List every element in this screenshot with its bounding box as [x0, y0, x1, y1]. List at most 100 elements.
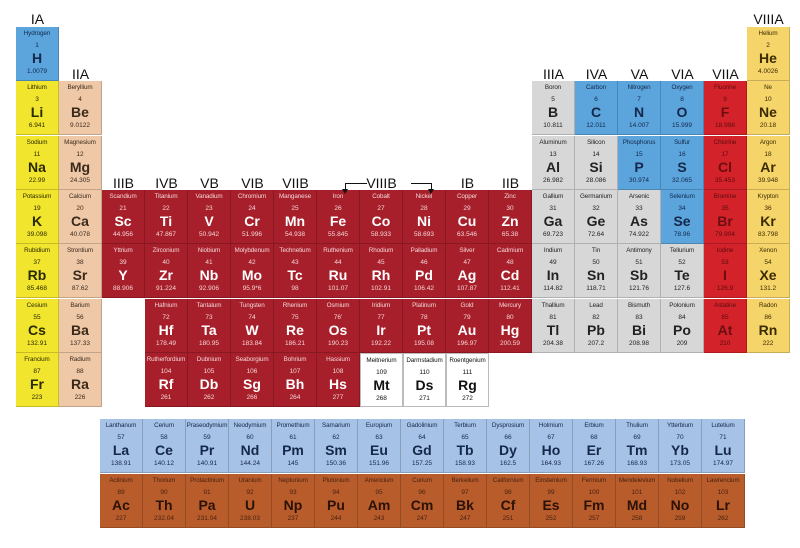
atomic-weight: 40.078	[70, 230, 90, 238]
atomic-weight: 138.91	[111, 460, 131, 467]
atomic-number: 26	[334, 204, 342, 212]
element-name: Plutonium	[322, 477, 350, 484]
element-cell: Hafnium 72 Hf 178.49	[145, 298, 188, 353]
atomic-number: 2	[766, 42, 770, 49]
element-cell: Lanthanum 57 La 138.91	[100, 419, 143, 473]
atomic-number: 45	[377, 259, 385, 267]
element-cell: Ruthenium 44 Ru 101.07	[317, 244, 360, 299]
element-symbol: Cr	[244, 212, 260, 229]
element-cell: Rutherfordium 104 Rf 261	[145, 352, 188, 407]
element-name: Indium	[543, 247, 563, 255]
element-symbol: He	[759, 50, 777, 66]
atomic-weight: 145	[287, 460, 299, 467]
atomic-number: 63	[375, 434, 383, 441]
atomic-weight: 12.011	[586, 122, 606, 130]
element-name: Argon	[759, 138, 777, 146]
atomic-number: 80	[506, 313, 514, 321]
atomic-number: 8	[680, 96, 684, 104]
element-symbol: Ne	[759, 104, 777, 121]
element-name: Cobalt	[372, 192, 390, 200]
element-symbol: Ra	[71, 375, 89, 392]
element-name: Zinc	[504, 192, 516, 200]
atomic-weight: 173.05	[670, 460, 690, 467]
atomic-weight: 183.84	[242, 339, 262, 347]
element-cell: Copper 29 Cu 63.546	[446, 189, 489, 244]
element-cell: Cobalt 27 Co 58.933	[360, 189, 403, 244]
element-name: Europium	[365, 422, 393, 429]
element-name: Einsteinium	[535, 477, 567, 484]
element-cell: Chromium 24 Cr 51.996	[231, 189, 274, 244]
atomic-number: 33	[635, 204, 643, 212]
element-symbol: Hs	[329, 375, 347, 392]
atomic-weight: 209	[676, 339, 688, 347]
element-name: Iron	[332, 192, 344, 200]
atomic-weight: 137.33	[70, 339, 90, 347]
atomic-number: 106	[246, 367, 258, 375]
element-symbol: As	[630, 212, 648, 229]
element-cell: Roentgenium 111 Rg 272	[446, 352, 489, 407]
atomic-weight: 65.38	[501, 230, 519, 238]
atomic-weight: 112.41	[500, 285, 520, 293]
element-symbol: Cs	[28, 321, 46, 338]
element-cell: Gold 79 Au 196.97	[446, 298, 489, 353]
atomic-number: 103	[717, 489, 729, 496]
element-cell: Lutetium 71 Lu 174.97	[702, 419, 745, 473]
element-cell: Iron 26 Fe 55.845	[317, 189, 360, 244]
atomic-weight: 32.065	[672, 176, 692, 184]
atomic-number: 102	[674, 489, 686, 496]
atomic-weight: 232.04	[154, 515, 174, 522]
atomic-weight: 258	[631, 515, 643, 522]
element-name: Lead	[589, 301, 603, 309]
atomic-number: 49	[549, 259, 557, 267]
element-symbol: Y	[118, 267, 128, 284]
element-symbol: Bk	[456, 497, 474, 513]
element-symbol: O	[676, 104, 688, 121]
atomic-weight: 186.21	[285, 339, 305, 347]
atomic-weight: 50.942	[199, 230, 219, 238]
group-label: VB	[200, 175, 219, 191]
element-name: Iodine	[716, 247, 734, 255]
element-symbol: Co	[371, 212, 391, 229]
atomic-number: 82	[592, 313, 600, 321]
element-cell: Holmium 67 Ho 164.93	[530, 419, 573, 473]
atomic-weight: 227	[115, 515, 127, 522]
element-cell: Magnesium 12 Mg 24.305	[59, 135, 102, 190]
element-cell: Technetium 43 Tc 98	[274, 244, 317, 299]
element-symbol: S	[677, 158, 687, 175]
atomic-number: 28	[420, 204, 428, 212]
atomic-number: 36	[764, 204, 772, 212]
element-cell: Titanium 22 Ti 47.867	[145, 189, 188, 244]
atomic-weight: 83.798	[758, 230, 778, 238]
atomic-weight: 262	[203, 393, 215, 401]
atomic-number: 84	[678, 313, 686, 321]
element-name: Promethium	[276, 422, 310, 429]
element-name: Seaborgium	[235, 355, 269, 363]
atomic-weight: 18.998	[715, 122, 735, 130]
element-cell: Fluorine 9 F 18.998	[704, 81, 747, 136]
element-name: Xenon	[759, 247, 777, 255]
element-cell: Antimony 51 Sb 121.76	[618, 244, 661, 299]
element-symbol: Kr	[760, 212, 776, 229]
element-symbol: Ga	[543, 212, 563, 229]
element-symbol: Eu	[370, 442, 388, 458]
element-cell: Thorium 90 Th 232.04	[143, 474, 186, 528]
atomic-number: 16	[678, 150, 686, 158]
atomic-weight: 252	[545, 515, 557, 522]
atomic-number: 29	[463, 204, 471, 212]
element-cell: Calcium 20 Ca 40.078	[59, 189, 102, 244]
element-cell: Rhenium 75 Re 186.21	[274, 298, 317, 353]
element-cell: Iodine 53 I 126.9	[704, 244, 747, 299]
element-symbol: Pa	[198, 497, 216, 513]
atomic-weight: 121.76	[629, 285, 649, 293]
atomic-weight: 158.93	[455, 460, 475, 467]
atomic-weight: 162.5	[499, 460, 517, 467]
element-symbol: Be	[71, 104, 89, 121]
element-name: Oxygen	[671, 84, 693, 92]
atomic-weight: 157.25	[412, 460, 432, 467]
atomic-weight: 261	[160, 393, 172, 401]
element-symbol: Ti	[159, 212, 173, 229]
element-symbol: Ni	[417, 212, 431, 229]
element-symbol: Ba	[71, 321, 89, 338]
atomic-number: 9	[723, 96, 727, 104]
element-name: Palladium	[410, 247, 438, 255]
